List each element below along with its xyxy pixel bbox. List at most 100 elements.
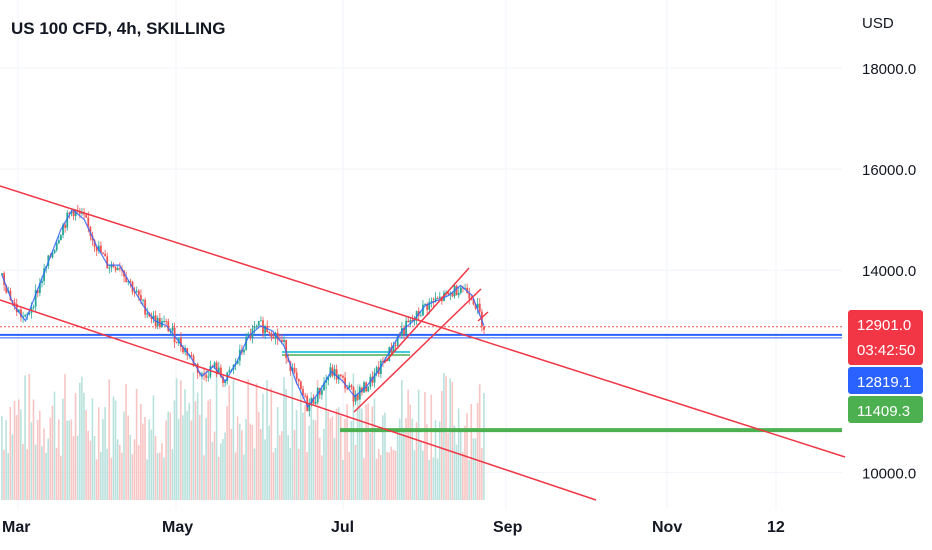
volume-bar	[306, 452, 308, 500]
candle-body	[104, 253, 107, 257]
price-axis-tick-label: 16000.0	[862, 162, 916, 179]
volume-bar	[100, 451, 102, 500]
volume-bar	[287, 435, 289, 500]
volume-bar	[211, 441, 214, 500]
candle-body	[259, 320, 262, 322]
price-axis-tick-label: 10000.0	[862, 465, 916, 482]
candle-body	[118, 268, 121, 270]
volume-bar	[365, 404, 367, 500]
volume-bar	[158, 452, 161, 500]
candle-body	[478, 303, 481, 312]
candle-body	[331, 367, 334, 376]
volume-bar	[430, 394, 433, 500]
volume-bar	[339, 415, 342, 500]
volume-bar	[278, 435, 281, 500]
candle-body	[323, 382, 325, 391]
trendlines[interactable]	[0, 185, 846, 501]
candle-body	[264, 325, 267, 334]
candle-body	[297, 379, 300, 382]
candle-body	[325, 380, 328, 383]
chart-title: US 100 CFD, 4h, SKILLING	[11, 19, 226, 38]
volume-bar	[133, 439, 136, 500]
candle-body	[36, 290, 39, 293]
candle-body	[472, 299, 475, 305]
price-axis-unit: USD	[862, 15, 894, 32]
volume-bar	[379, 454, 382, 500]
time-axis-tick-label: Mar	[2, 519, 30, 536]
volume-bar	[110, 457, 113, 500]
volume-bar	[464, 425, 466, 500]
time-axis-tick-label: 12	[767, 519, 785, 536]
volume-bar	[262, 394, 264, 500]
candlesticks	[1, 204, 485, 417]
candle-body	[236, 360, 239, 364]
volume-bar	[462, 451, 464, 500]
volume-bar	[291, 373, 294, 500]
price-axis[interactable]: USD 18000.0 16000.0 14000.0 10000.0	[862, 15, 916, 482]
volume-bar	[217, 456, 220, 500]
volume-bar	[335, 408, 338, 500]
volume-bar	[295, 409, 298, 500]
volume-bar	[28, 373, 31, 500]
candle-body	[243, 349, 245, 353]
volume-bar	[247, 378, 249, 500]
volume-bar	[184, 389, 186, 500]
volume-bar	[455, 444, 458, 500]
channel-lower-trendline	[0, 299, 597, 501]
volume-bar	[443, 373, 445, 500]
candle-body	[438, 296, 441, 299]
volume-bar	[66, 420, 68, 500]
candle-body	[140, 295, 142, 301]
candle-body	[430, 300, 433, 302]
candle-body	[316, 387, 319, 403]
horizontal-levels	[0, 326, 842, 433]
volume-bar	[350, 421, 353, 500]
volume-bar	[459, 428, 462, 500]
volume-bar	[257, 411, 260, 500]
blue-level-tag	[848, 367, 923, 394]
candle-body	[346, 388, 349, 390]
green-level-tag	[848, 396, 923, 423]
candle-body	[95, 247, 98, 251]
time-axis-tick-label: Jul	[331, 519, 354, 536]
volume-bar	[45, 452, 47, 500]
volume-bar	[196, 392, 199, 500]
volume-bar	[87, 430, 89, 500]
time-axis[interactable]: Mar May Jul Sep Nov 12	[2, 519, 785, 536]
volume-bar	[62, 398, 64, 500]
volume-bar	[1, 415, 3, 500]
volume-bar	[148, 419, 151, 500]
short-trendline	[477, 311, 489, 322]
volume-bar	[91, 398, 94, 500]
candle-body	[281, 339, 283, 342]
volume-bar	[32, 399, 35, 500]
candle-body	[283, 339, 285, 342]
volume-bar	[68, 420, 71, 500]
volume-bar	[428, 459, 430, 500]
volume-bar	[375, 458, 378, 500]
volume-bar	[241, 430, 243, 500]
candle-body	[390, 347, 393, 353]
volume-bar	[264, 439, 266, 500]
candle-body	[205, 374, 208, 378]
candle-body	[62, 224, 64, 236]
volume-bar	[38, 410, 41, 500]
candle-body	[152, 315, 155, 320]
volume-bar	[289, 448, 292, 500]
candle-body	[72, 210, 75, 217]
volume-bar	[219, 443, 222, 500]
candle-body	[217, 367, 220, 375]
candle-body	[165, 321, 168, 323]
volume-bar	[304, 405, 306, 500]
candle-body	[182, 347, 184, 353]
volume-bar	[480, 447, 483, 500]
current-price-value: 12901.0	[857, 317, 911, 334]
volume-bar	[161, 443, 163, 500]
candle-body	[100, 245, 102, 253]
rising-channel-upper	[383, 267, 470, 364]
candle-body	[270, 333, 273, 337]
candle-body	[207, 376, 210, 378]
volume-bar	[116, 439, 119, 500]
